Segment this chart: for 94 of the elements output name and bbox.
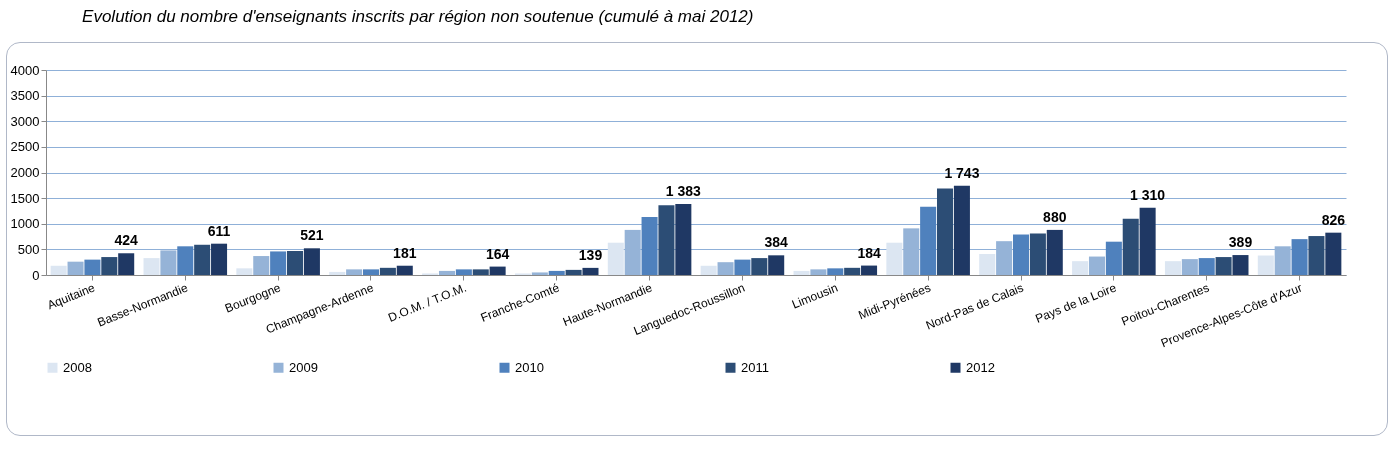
legend-label: 2011 — [741, 359, 769, 375]
bar — [1181, 259, 1198, 275]
data-label: 384 — [764, 234, 789, 251]
bar — [50, 265, 67, 275]
bar — [489, 266, 506, 275]
legend-label: 2012 — [966, 359, 995, 375]
bar — [827, 268, 844, 275]
bar — [548, 270, 565, 275]
bar — [810, 269, 827, 275]
data-label: 389 — [1228, 234, 1253, 251]
bar — [101, 257, 118, 275]
bar — [1088, 256, 1105, 275]
bar — [531, 272, 548, 275]
bar — [84, 259, 101, 275]
bar — [675, 204, 692, 275]
data-label: 424 — [114, 232, 139, 249]
bar — [118, 253, 135, 275]
bar — [396, 265, 413, 275]
bar — [1012, 234, 1030, 275]
bar — [920, 206, 937, 275]
bar — [438, 270, 455, 275]
bar — [979, 253, 996, 275]
bar — [211, 243, 228, 275]
y-tick-label: 1500 — [10, 190, 40, 206]
data-label: 1 383 — [665, 183, 702, 200]
bar — [329, 271, 346, 275]
y-tick-label: 500 — [17, 241, 40, 257]
bar — [953, 185, 970, 275]
bar — [270, 251, 287, 275]
bar — [844, 267, 861, 275]
bar — [472, 269, 489, 275]
bar — [1291, 239, 1308, 275]
x-tick-label: Pays de la Loire — [1033, 280, 1119, 326]
bar — [303, 248, 320, 275]
y-tick-label: 2500 — [10, 139, 40, 155]
bar — [455, 269, 472, 275]
bar — [1308, 236, 1325, 275]
data-label: 164 — [485, 245, 510, 262]
bar — [143, 258, 160, 275]
bar — [1029, 233, 1046, 275]
bar — [793, 270, 810, 275]
legend-label: 2010 — [515, 359, 544, 375]
bar — [700, 265, 717, 275]
y-tick-label: 0 — [32, 267, 40, 283]
bar — [287, 250, 304, 275]
bar — [1072, 261, 1089, 275]
bar — [1122, 218, 1139, 275]
bar — [177, 246, 194, 275]
bar — [641, 217, 658, 275]
y-tick-label: 4000 — [10, 62, 40, 78]
bar — [768, 255, 785, 275]
y-tick-label: 3500 — [10, 88, 40, 104]
bar — [1257, 255, 1274, 275]
data-label: 880 — [1043, 208, 1067, 225]
bar — [658, 205, 675, 275]
y-tick-label: 1000 — [10, 216, 40, 232]
bar — [67, 261, 84, 275]
bar — [194, 244, 211, 275]
bar — [1198, 258, 1215, 275]
data-label: 184 — [857, 244, 881, 261]
bar — [751, 258, 768, 275]
y-tick-label: 2000 — [10, 165, 40, 180]
legend-label: 2009 — [289, 359, 318, 375]
bar — [937, 188, 954, 275]
bar — [362, 269, 380, 275]
x-tick-label: D.O.M. / T.O.M. — [386, 280, 469, 325]
data-label: 181 — [393, 244, 417, 261]
bar — [565, 269, 582, 275]
bar — [236, 268, 253, 275]
y-tick-label: 3000 — [10, 113, 40, 129]
data-label: 521 — [300, 227, 324, 244]
bar — [607, 242, 624, 275]
bar — [1046, 229, 1063, 275]
bar — [717, 262, 734, 275]
data-label: 1 310 — [1130, 186, 1166, 203]
bar — [582, 267, 599, 275]
bar — [253, 256, 270, 275]
bar — [346, 269, 363, 275]
bar — [1164, 261, 1181, 275]
chart-title: Evolution du nombre d'enseignants inscrits par région non soutenue (cumulé à mai 2012) — [82, 7, 754, 26]
data-label: 611 — [207, 222, 231, 239]
bar — [1215, 257, 1232, 275]
bar — [886, 242, 903, 275]
data-label: 826 — [1321, 211, 1346, 228]
data-label: 1 743 — [944, 164, 980, 181]
bar — [861, 265, 878, 275]
bar — [379, 267, 396, 275]
bar — [734, 259, 751, 275]
legend-label: 2008 — [63, 359, 92, 375]
data-label: 139 — [578, 246, 603, 263]
bar — [1325, 232, 1342, 275]
bar — [1232, 255, 1249, 275]
bar — [1105, 241, 1122, 275]
bar — [1139, 207, 1156, 275]
